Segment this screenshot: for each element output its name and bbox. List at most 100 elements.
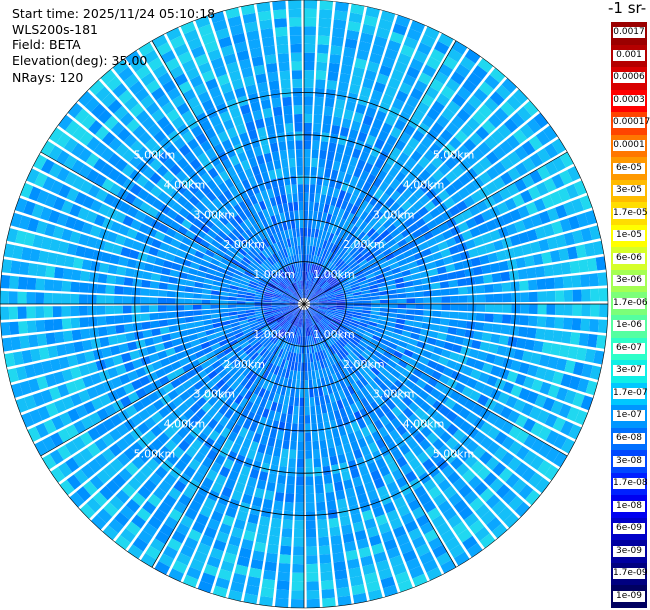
- range-gate-cell: [316, 312, 324, 318]
- range-gate-cell: [280, 304, 290, 306]
- range-gate-cell: [348, 128, 359, 140]
- range-gate-cell: [294, 245, 299, 255]
- range-gate-cell: [32, 392, 45, 407]
- range-gate-cell: [375, 514, 388, 526]
- range-gate-cell: [339, 515, 351, 526]
- range-gate-cell: [323, 285, 331, 291]
- colorbar-tick-label: 3e-05: [613, 185, 645, 197]
- range-gate-cell: [210, 304, 220, 309]
- range-gate-cell: [289, 299, 299, 303]
- range-gate-cell: [388, 106, 401, 119]
- range-gate-cell: [330, 45, 343, 56]
- range-gate-cell: [306, 245, 310, 255]
- range-gate-cell: [568, 424, 582, 440]
- range-gate-cell: [305, 289, 308, 299]
- range-gate-cell: [305, 458, 313, 468]
- range-gate-cell: [312, 352, 317, 362]
- range-gate-cell: [408, 499, 421, 512]
- range-gate-cell: [53, 399, 67, 414]
- range-gate-cell: [325, 429, 333, 440]
- range-gate-cell: [196, 270, 207, 278]
- range-gate-cell: [264, 54, 277, 65]
- range-gate-cell: [332, 283, 341, 290]
- range-gate-cell: [210, 299, 220, 304]
- range-gate-cell: [361, 364, 371, 373]
- range-gate-cell: [145, 404, 158, 416]
- range-gate-cell: [275, 589, 289, 599]
- range-gate-cell: [275, 288, 284, 294]
- range-gate-cell: [192, 256, 202, 265]
- range-gate-cell: [86, 169, 100, 183]
- range-gate-cell: [338, 360, 346, 370]
- range-gate-cell: [273, 242, 280, 252]
- range-gate-cell: [132, 358, 143, 369]
- range-gate-cell: [539, 381, 552, 395]
- range-gate-cell: [298, 271, 302, 281]
- range-gate-cell: [242, 140, 252, 152]
- range-gate-cell: [358, 322, 369, 328]
- range-gate-cell: [294, 511, 304, 521]
- range-gate-cell: [445, 536, 460, 551]
- range-gate-cell: [364, 453, 375, 465]
- range-gate-cell: [329, 54, 342, 64]
- range-gate-cell: [345, 232, 354, 242]
- range-gate-cell: [315, 312, 323, 319]
- range-gate-cell: [438, 273, 449, 282]
- range-gate-cell: [305, 450, 313, 459]
- range-gate-cell: [436, 93, 450, 107]
- range-gate-cell: [245, 370, 255, 380]
- range-gate-cell: [183, 486, 196, 499]
- range-gate-cell: [94, 383, 107, 396]
- range-gate-cell: [391, 448, 403, 461]
- range-gate-cell: [156, 94, 170, 108]
- range-gate-cell: [336, 299, 345, 302]
- range-gate-cell: [45, 402, 59, 417]
- range-gate-cell: [392, 563, 407, 576]
- range-gate-cell: [568, 215, 580, 230]
- range-gate-cell: [503, 512, 519, 529]
- range-gate-cell: [279, 457, 288, 467]
- range-gate-cell: [118, 224, 130, 236]
- range-gate-cell: [530, 422, 544, 437]
- range-gate-cell: [527, 364, 539, 377]
- range-gate-cell: [71, 159, 85, 174]
- range-gate-cell: [419, 356, 430, 366]
- range-gate-cell: [28, 186, 42, 202]
- range-gate-cell: [279, 554, 291, 564]
- range-gate-cell: [128, 249, 140, 260]
- range-gate-cell: [476, 294, 486, 303]
- range-gate-cell: [155, 387, 167, 398]
- range-gate-cell: [426, 337, 437, 346]
- range-gate-cell: [50, 358, 62, 372]
- range-gate-cell: [526, 327, 537, 339]
- range-gate-cell: [472, 162, 485, 176]
- range-gate-cell: [297, 441, 304, 451]
- range-gate-cell: [318, 545, 331, 555]
- range-gate-cell: [306, 546, 318, 556]
- range-gate-cell: [188, 268, 198, 276]
- range-gate-cell: [292, 307, 300, 314]
- range-gate-cell: [375, 110, 387, 122]
- range-gate-cell: [72, 436, 86, 451]
- range-gate-cell: [454, 382, 466, 394]
- range-gate-cell: [543, 177, 557, 193]
- range-gate-cell: [193, 287, 203, 294]
- range-gate-cell: [348, 567, 362, 578]
- range-gate-cell: [121, 483, 136, 498]
- range-gate-cell: [254, 118, 265, 129]
- range-gate-cell: [520, 304, 530, 314]
- range-gate-cell: [388, 299, 398, 304]
- range-gate-cell: [272, 276, 280, 284]
- range-gate-cell: [423, 290, 433, 297]
- range-gate-cell: [512, 193, 525, 207]
- colorbar-tick-label: 0.001: [613, 49, 645, 61]
- range-gate-cell: [238, 547, 252, 559]
- range-gate-cell: [309, 300, 319, 303]
- range-gate-cell: [307, 308, 313, 317]
- range-gate-cell: [200, 360, 211, 370]
- range-gate-cell: [233, 143, 244, 155]
- range-gate-cell: [293, 96, 303, 106]
- range-gate-cell: [313, 237, 318, 247]
- range-gate-cell: [260, 507, 272, 518]
- range-gate-cell: [361, 313, 371, 318]
